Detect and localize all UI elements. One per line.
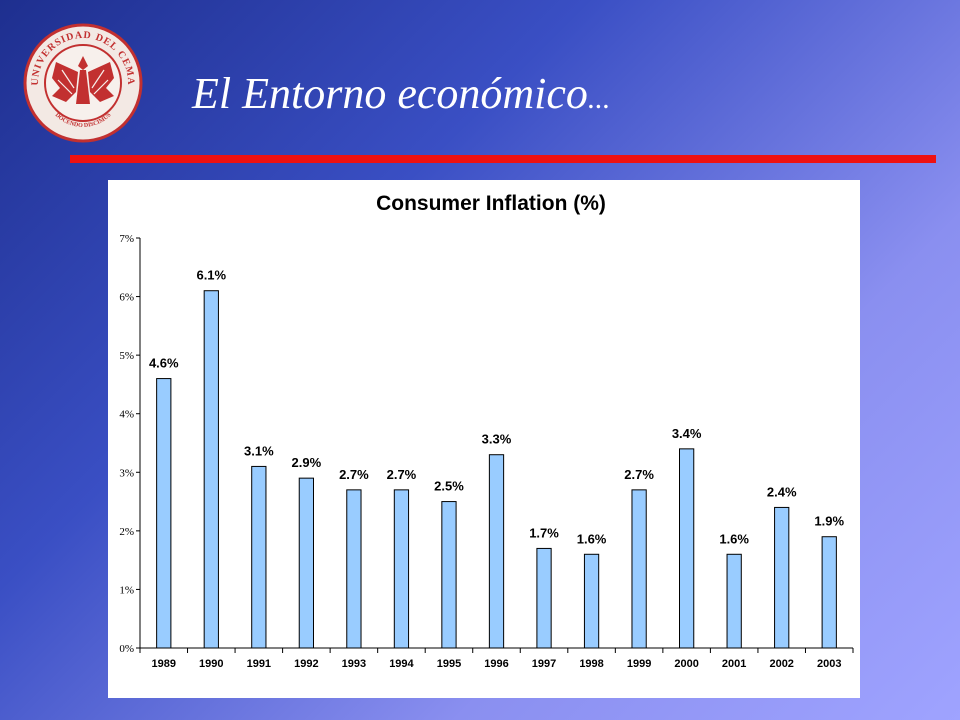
y-tick-label: 6% (119, 292, 134, 304)
chart-panel: Consumer Inflation (%) 0% 1% 2% 3% 4% 5% 6% 7% 4… (108, 180, 860, 698)
slide-title-main: El Entorno económico (192, 69, 588, 118)
data-label: 3.4% (672, 426, 702, 441)
title-underline (70, 155, 936, 163)
inflation-bar-chart: Consumer Inflation (%) 0% 1% 2% 3% 4% 5% 6% 7% 4… (119, 192, 854, 670)
y-tick-label: 4% (119, 409, 134, 421)
x-tick-label: 1989 (152, 658, 176, 670)
data-label: 1.6% (719, 531, 749, 546)
bar (298, 477, 314, 649)
x-tick-label: 1993 (342, 658, 366, 670)
data-label: 2.7% (387, 467, 417, 482)
y-tick-label: 1% (119, 584, 134, 596)
bar (821, 536, 837, 649)
x-tick-label: 1999 (627, 658, 651, 670)
slide-title: El Entorno económico... (192, 68, 610, 119)
data-label: 6.1% (196, 268, 226, 283)
data-label: 2.7% (339, 467, 369, 482)
data-label: 3.1% (244, 443, 274, 458)
x-tick-label: 1995 (437, 658, 461, 670)
data-label: 1.9% (814, 514, 844, 529)
data-label: 4.6% (149, 356, 179, 371)
x-tick-label: 1990 (199, 658, 223, 670)
data-label: 2.7% (624, 467, 654, 482)
bar (583, 553, 600, 649)
slide-title-ellipsis: ... (587, 82, 611, 115)
data-label: 2.9% (292, 455, 322, 470)
bar (251, 465, 267, 649)
data-label: 3.3% (482, 432, 512, 447)
bar (726, 553, 742, 649)
y-tick-label: 7% (119, 233, 134, 245)
x-tick-label: 2000 (674, 658, 698, 670)
data-label: 2.5% (434, 479, 464, 494)
bar (536, 547, 552, 649)
bar (156, 378, 172, 649)
x-tick-label: 1992 (294, 658, 318, 670)
bar (441, 501, 457, 649)
data-label: 2.4% (767, 484, 797, 499)
x-tick-label: 1994 (389, 658, 414, 670)
chart-title: Consumer Inflation (%) (376, 192, 606, 215)
x-tick-label: 2002 (769, 658, 793, 670)
x-tick-label: 1996 (484, 658, 508, 670)
bar (774, 506, 790, 649)
y-tick-label: 3% (119, 467, 134, 479)
y-tick-label: 0% (119, 643, 134, 655)
data-label: 1.6% (577, 531, 607, 546)
x-tick-label: 2003 (817, 658, 841, 670)
data-label: 1.7% (529, 525, 559, 540)
x-tick-label: 1991 (247, 658, 271, 670)
bar (488, 454, 505, 649)
y-tick-label: 2% (119, 526, 134, 538)
x-tick-label: 1998 (579, 658, 603, 670)
university-seal-icon: UNIVERSIDAD DEL CEMA DOCENDO DISCIMUS (23, 23, 143, 143)
x-tick-label: 2001 (722, 658, 746, 670)
bar (346, 489, 362, 649)
bar (203, 290, 219, 649)
bar (679, 448, 695, 649)
y-tick-label: 5% (119, 350, 134, 362)
bar (631, 489, 647, 649)
x-tick-label: 1997 (532, 658, 556, 670)
bar (393, 489, 410, 649)
